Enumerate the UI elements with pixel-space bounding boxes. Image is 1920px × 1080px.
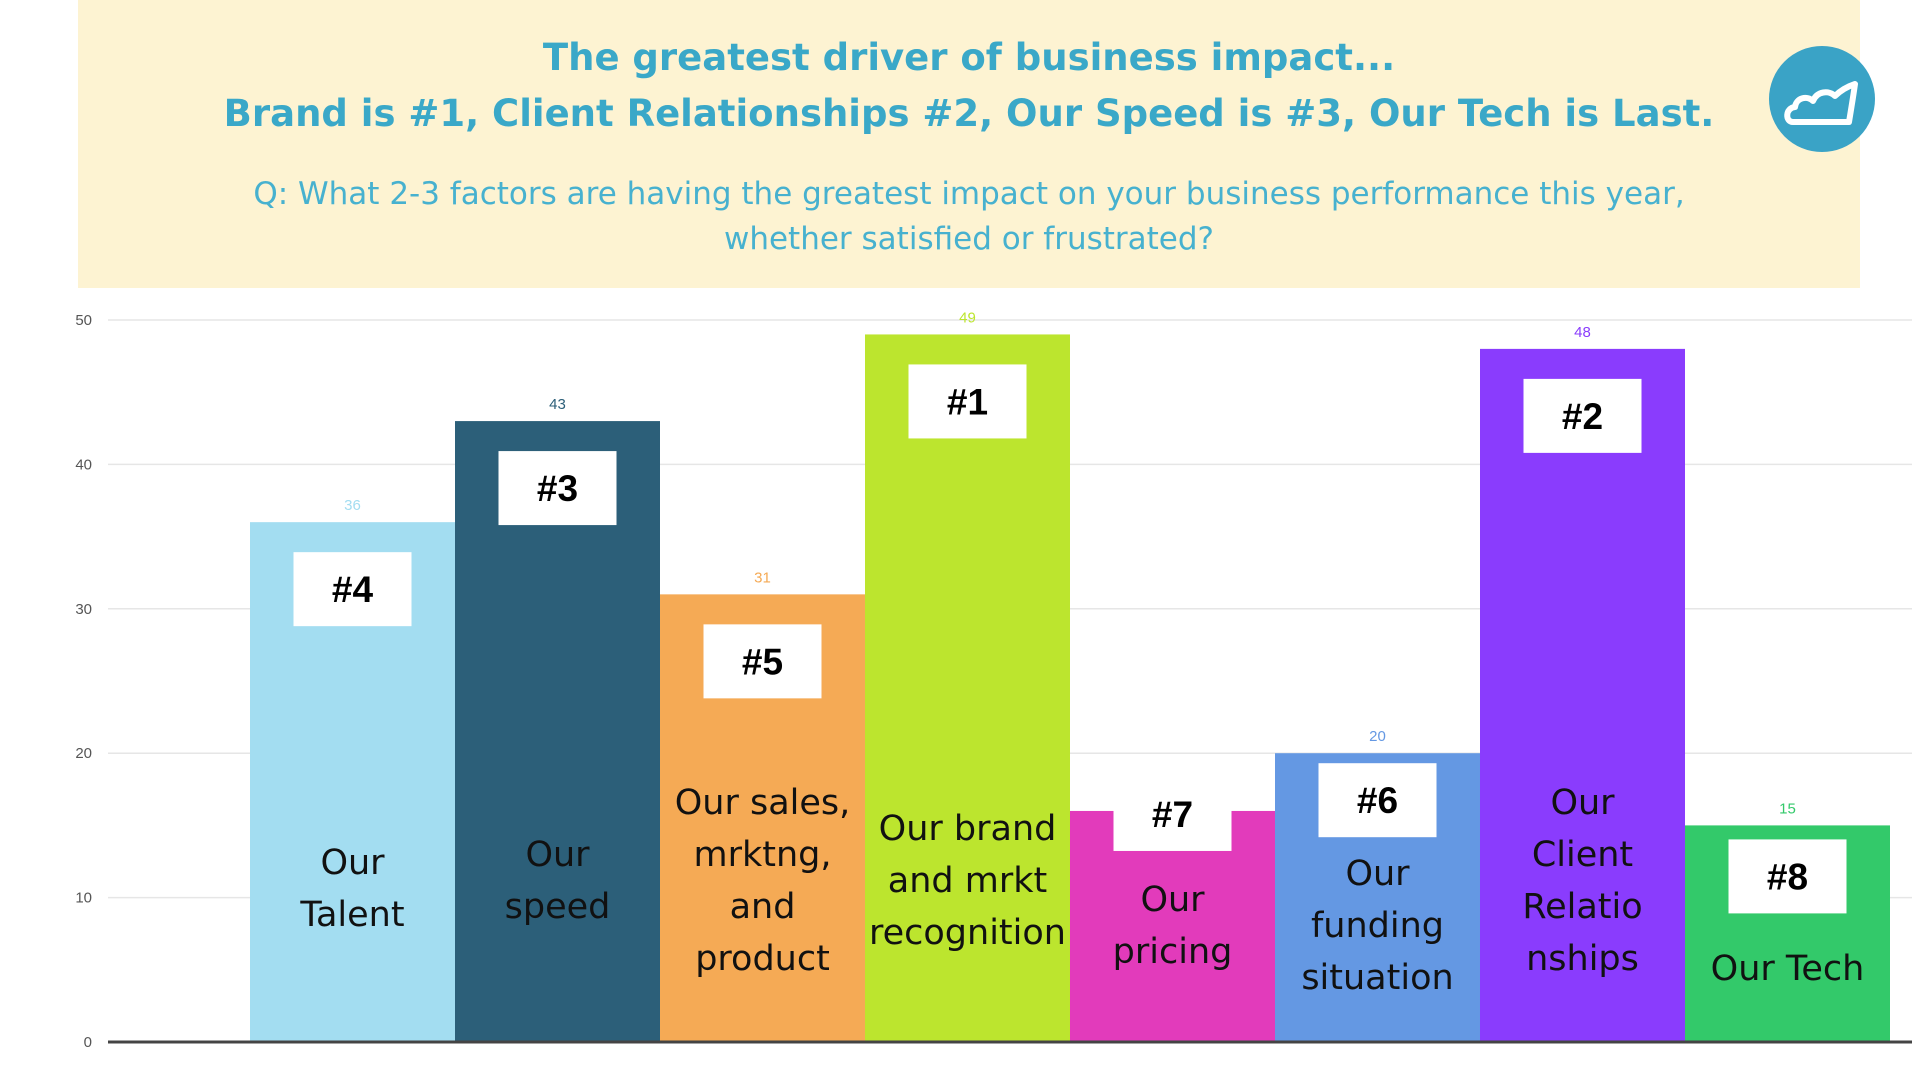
rank-badge-1 xyxy=(498,451,617,526)
cloud-icon xyxy=(1769,46,1875,152)
data-label-2: 31 xyxy=(754,569,771,586)
title-line-2: Brand is #1, Client Relationships #2, Ou… xyxy=(223,92,1715,135)
rank-badge-6 xyxy=(1523,378,1642,453)
data-label-0: 36 xyxy=(344,497,361,514)
rank-label-0: #4 xyxy=(332,569,374,610)
category-label-4-0: Our xyxy=(1140,880,1205,920)
rank-badge-4 xyxy=(1113,776,1232,851)
rank-badge-3 xyxy=(908,364,1027,439)
rank-label-6: #2 xyxy=(1562,396,1603,437)
data-label-1: 43 xyxy=(549,396,566,413)
category-label-6-3: nships xyxy=(1526,939,1639,979)
rank-label-3: #1 xyxy=(947,381,988,422)
category-label-5-0: Our xyxy=(1345,854,1410,894)
y-tick-label-30: 30 xyxy=(75,601,92,618)
category-label-6-0: Our xyxy=(1550,783,1615,823)
category-label-5-2: situation xyxy=(1301,958,1453,998)
category-label-4-1: pricing xyxy=(1113,932,1233,972)
rank-badge-7 xyxy=(1728,839,1847,914)
category-label-7-0: Our Tech xyxy=(1711,949,1865,989)
data-label-3: 49 xyxy=(959,309,976,326)
rank-label-4: #7 xyxy=(1152,794,1193,835)
y-tick-label-50: 50 xyxy=(75,312,92,329)
data-label-5: 20 xyxy=(1369,728,1386,745)
title-line-1: The greatest driver of business impact..… xyxy=(542,36,1396,79)
category-label-3-0: Our brand xyxy=(879,809,1057,849)
rank-label-5: #6 xyxy=(1357,780,1398,821)
data-label-6: 48 xyxy=(1574,324,1591,341)
rank-label-2: #5 xyxy=(742,641,783,682)
rank-badge-0 xyxy=(293,552,412,627)
category-label-2-0: Our sales, xyxy=(675,783,851,823)
rank-badge-2 xyxy=(703,624,822,699)
survey-question: Q: What 2-3 factors are having the great… xyxy=(253,176,1685,257)
data-label-7: 15 xyxy=(1779,800,1796,817)
category-label-6-2: Relatio xyxy=(1522,887,1642,927)
category-label-0-0: Our xyxy=(320,843,385,883)
category-label-2-3: product xyxy=(695,939,830,979)
rank-badge-5 xyxy=(1318,763,1437,838)
y-tick-label-40: 40 xyxy=(75,456,92,473)
category-label-5-1: funding xyxy=(1311,906,1444,946)
category-label-0-1: Talent xyxy=(299,895,404,935)
category-label-6-1: Client xyxy=(1532,835,1633,875)
category-label-2-1: mrktng, xyxy=(693,835,831,875)
category-label-2-2: and xyxy=(730,887,796,927)
category-label-3-1: and mrkt xyxy=(888,861,1047,901)
category-label-3-2: recognition xyxy=(869,913,1066,953)
y-tick-label-10: 10 xyxy=(75,890,92,907)
rank-label-7: #8 xyxy=(1767,856,1808,897)
bar-6 xyxy=(1480,348,1685,1042)
bar-3 xyxy=(865,334,1070,1042)
y-tick-label-20: 20 xyxy=(75,745,92,762)
header-banner: The greatest driver of business impact..… xyxy=(78,0,1860,288)
rank-label-1: #3 xyxy=(537,468,578,509)
y-tick-label-0: 0 xyxy=(84,1034,92,1051)
category-label-1-0: Our xyxy=(525,835,590,875)
category-label-1-1: speed xyxy=(505,887,611,927)
